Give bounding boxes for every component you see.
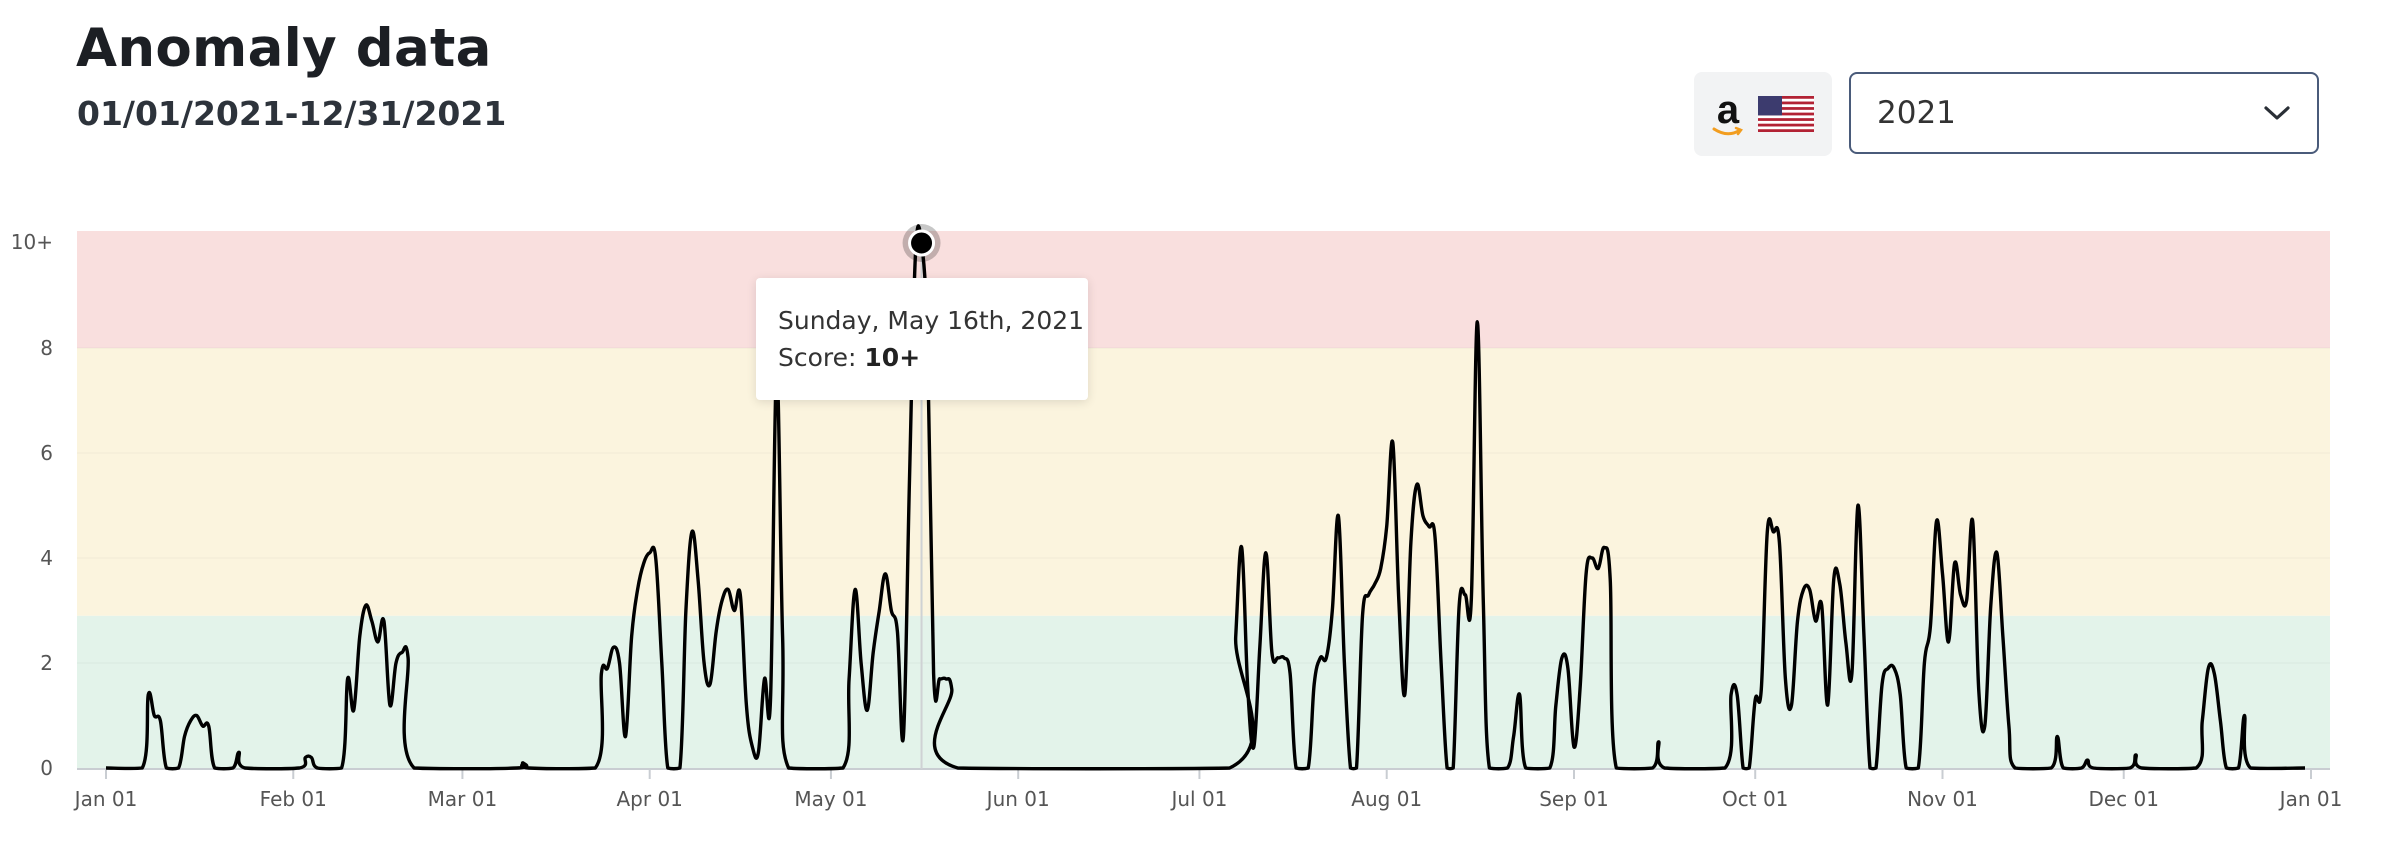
x-tick-label: Dec 01 <box>2088 787 2159 811</box>
x-tick-label: Feb 01 <box>260 787 327 811</box>
year-select-value: 2021 <box>1877 95 1956 131</box>
x-tick-label: Oct 01 <box>1722 787 1788 811</box>
x-tick-label: Jan 01 <box>2278 787 2343 811</box>
highlight-point <box>908 229 936 257</box>
x-tick-label: Apr 01 <box>616 787 682 811</box>
x-tick-label: Nov 01 <box>1907 787 1978 811</box>
y-tick-label: 6 <box>40 441 53 465</box>
anomaly-chart: Jan 01 Feb 01 Mar 01 Apr 01 May 01 Jun 01 Jul … <box>11 224 2343 811</box>
series-line <box>105 224 2306 771</box>
date-range: 01/01/2021-12/31/2021 <box>77 94 507 133</box>
tooltip-date: Sunday, May 16th, 2021 <box>778 306 1085 335</box>
x-tick-label: Jul 01 <box>1169 787 1227 811</box>
chart-tooltip: Sunday, May 16th, 2021 Score: 10+ <box>756 278 1088 400</box>
chevron-down-icon <box>2264 106 2290 120</box>
x-tick-label: Jun 01 <box>985 787 1050 811</box>
year-select[interactable]: 2021 <box>1849 72 2319 154</box>
y-tick-label: 4 <box>40 546 53 570</box>
page-title: Anomaly data <box>76 18 492 79</box>
y-tick-label: 8 <box>40 336 53 360</box>
tooltip-score: Score: 10+ <box>778 339 1088 376</box>
x-tick-label: Jan 01 <box>73 787 138 811</box>
band-low <box>77 615 2330 769</box>
band-high <box>77 231 2330 348</box>
y-tick-label: 0 <box>40 756 53 780</box>
x-tick-label: Aug 01 <box>1351 787 1422 811</box>
y-tick-label: 2 <box>40 651 53 675</box>
us-flag-icon <box>1758 96 1814 132</box>
amazon-logo-icon: a <box>1712 90 1744 138</box>
x-tick-label: Mar 01 <box>428 787 498 811</box>
x-tick-label: Sep 01 <box>1539 787 1609 811</box>
tooltip-score-label: Score: <box>778 343 857 372</box>
marketplace-badge[interactable]: a <box>1694 72 1832 156</box>
tooltip-score-value: 10+ <box>864 343 921 372</box>
y-tick-label: 10+ <box>11 230 53 254</box>
amazon-logo-letter: a <box>1716 88 1740 132</box>
x-tick-label: May 01 <box>794 787 867 811</box>
